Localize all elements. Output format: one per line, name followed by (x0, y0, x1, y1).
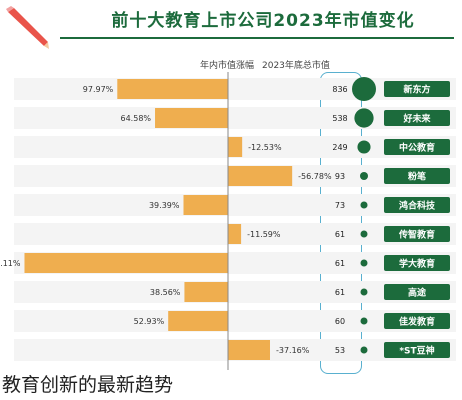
company-name-box (384, 226, 450, 242)
growth-bar-label: -12.53% (248, 143, 282, 152)
growth-bar-label: 180.11% (0, 259, 21, 268)
growth-bar-label: 64.58% (121, 114, 152, 123)
image-caption: 教育创新的最新趋势 (2, 374, 174, 396)
row-background (14, 281, 456, 303)
growth-bar-chart: 97.97% 836 新东方 64.58% 538 好未来 -12.53% 249 中公教育 -5… (0, 72, 456, 370)
market-value-label: 249 (332, 143, 347, 152)
company-name-box (384, 342, 450, 358)
pencil-icon (6, 6, 49, 49)
page-title: 前十大教育上市公司2023年市值变化 (111, 11, 415, 31)
company-name-label: *ST豆神 (399, 345, 434, 357)
title-divider (60, 37, 454, 39)
growth-bar (168, 311, 228, 331)
company-name-box (384, 197, 450, 213)
growth-bar-label: 38.56% (150, 288, 181, 297)
growth-bar (228, 166, 293, 186)
company-name-label: 佳发教育 (399, 316, 435, 328)
row-background (14, 310, 456, 332)
market-value-label: 60 (335, 317, 345, 326)
company-name-label: 学大教育 (399, 258, 435, 270)
growth-bar-label: 39.39% (149, 201, 180, 210)
market-value-label: 93 (335, 172, 345, 181)
market-value-dot (359, 171, 369, 181)
growth-bar (183, 195, 228, 215)
company-name-box (384, 139, 450, 155)
company-name-box (384, 255, 450, 271)
company-name-label: 粉笔 (408, 171, 426, 183)
growth-bar (228, 340, 270, 360)
row-background (14, 194, 456, 216)
row-background (14, 107, 456, 129)
growth-bar (24, 253, 228, 273)
market-value-dot (352, 77, 376, 101)
market-value-label: 53 (335, 346, 345, 355)
growth-bar-label: -11.59% (247, 230, 281, 239)
market-value-dot (360, 230, 368, 238)
growth-bar-label: -56.78% (298, 172, 332, 181)
market-value-dot (360, 346, 368, 354)
growth-bar-label: 97.97% (83, 85, 114, 94)
market-value-dot (360, 259, 368, 267)
company-name-label: 传智教育 (398, 229, 435, 241)
market-value-label: 538 (332, 114, 347, 123)
growth-bar-label: -37.16% (276, 346, 310, 355)
growth-bar (155, 108, 228, 128)
company-name-label: 新东方 (403, 84, 430, 96)
company-name-box (384, 313, 450, 329)
market-value-dot (360, 201, 368, 209)
growth-bar-label: 52.93% (134, 317, 165, 326)
market-value-label: 61 (335, 288, 345, 297)
market-value-dot (354, 108, 374, 128)
market-value-label: 73 (335, 201, 345, 210)
company-name-box (384, 284, 450, 300)
growth-column-header: 年内市值涨幅 (200, 61, 255, 71)
company-name-box (384, 110, 450, 126)
market-value-label: 61 (335, 230, 345, 239)
company-name-box (384, 81, 450, 97)
company-name-label: 好未来 (402, 113, 431, 125)
growth-bar (117, 79, 228, 99)
company-name-label: 鸿合科技 (399, 200, 436, 212)
growth-bar (184, 282, 228, 302)
market-value-dot (360, 317, 368, 325)
market-value-dot (357, 140, 371, 154)
company-name-label: 中公教育 (399, 142, 435, 154)
market-value-dot (360, 288, 368, 296)
growth-bar (228, 137, 243, 157)
market-value-label: 61 (335, 259, 345, 268)
market-value-label: 836 (332, 85, 347, 94)
company-name-label: 高途 (408, 287, 427, 299)
company-name-box (384, 168, 450, 184)
market-value-column-header: 2023年底总市值 (262, 61, 330, 71)
growth-bar (228, 224, 242, 244)
